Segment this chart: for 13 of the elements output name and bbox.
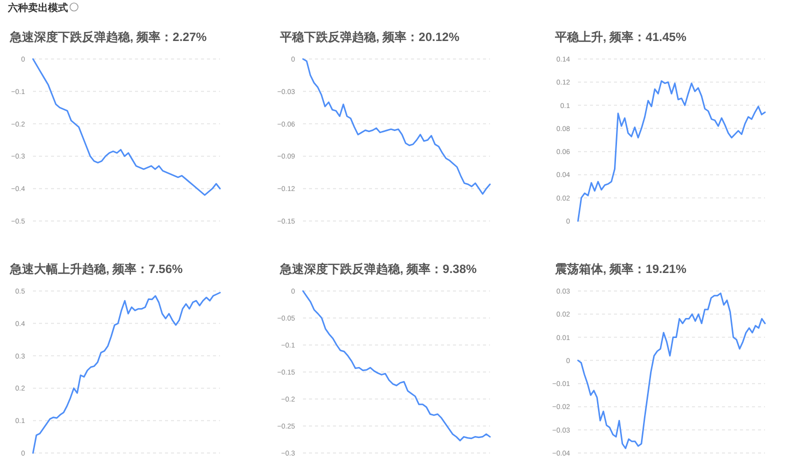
chart-title: 平稳上升, 频率：41.45% [554, 30, 687, 44]
chart-title: 急速大幅上升趋稳, 频率：7.56% [9, 262, 184, 276]
chart-title: 急速深度下跌反弹趋稳, 频率：2.27% [9, 30, 208, 44]
chart-title: 平稳下跌反弹趋稳, 频率：20.12% [279, 30, 460, 44]
text: 六种卖出模式 [7, 2, 68, 14]
chart-title: 急速深度下跌反弹趋稳, 频率：9.38% [279, 262, 478, 276]
line-series [32, 292, 221, 454]
line-series [302, 290, 491, 442]
chart-title: 震荡箱体, 频率：19.21% [554, 262, 687, 276]
line-series [302, 58, 491, 195]
line-series [577, 80, 766, 222]
line-series [577, 292, 766, 450]
line-series [32, 58, 221, 196]
